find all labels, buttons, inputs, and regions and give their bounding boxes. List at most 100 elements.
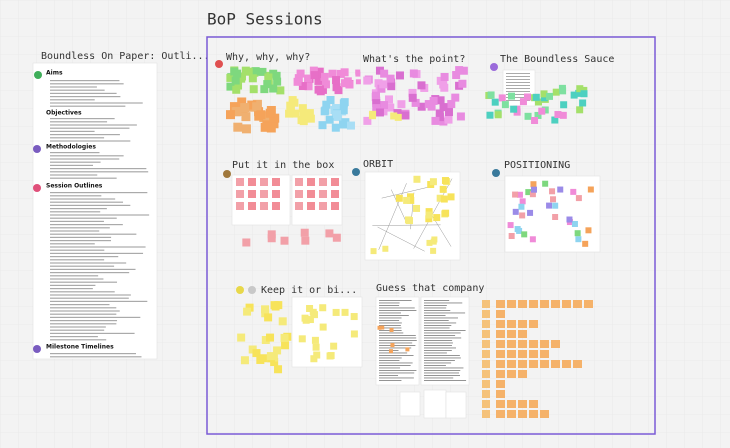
sticky-note bbox=[562, 300, 571, 308]
sticky-note bbox=[411, 98, 420, 107]
text-line bbox=[50, 281, 118, 283]
text-line bbox=[50, 297, 129, 299]
sticky-note bbox=[587, 186, 594, 193]
sticky-note bbox=[519, 98, 527, 106]
sticky-note bbox=[249, 85, 258, 94]
sticky-note bbox=[280, 236, 289, 245]
text-line bbox=[379, 345, 416, 346]
sticky-note bbox=[261, 309, 270, 318]
sticky-note bbox=[570, 188, 577, 195]
text-line bbox=[379, 350, 399, 351]
sticky-note bbox=[295, 190, 303, 198]
sticky-note bbox=[552, 88, 560, 96]
sticky-note bbox=[300, 228, 309, 237]
text-line bbox=[379, 340, 417, 341]
sticky-note bbox=[482, 350, 490, 358]
sticky-note bbox=[237, 333, 246, 342]
sticky-note bbox=[529, 340, 538, 348]
text-line bbox=[379, 377, 414, 379]
text-line bbox=[50, 195, 102, 197]
section-title[interactable]: ORBIT bbox=[363, 159, 393, 170]
sticky-note bbox=[389, 327, 394, 332]
document[interactable] bbox=[32, 62, 158, 360]
sticky-note bbox=[534, 98, 542, 106]
sticky-note bbox=[377, 325, 382, 330]
frame[interactable] bbox=[206, 36, 656, 435]
sticky-note bbox=[274, 365, 283, 374]
text-line bbox=[50, 208, 107, 210]
sticky-note bbox=[482, 330, 490, 338]
sticky-note bbox=[401, 111, 410, 120]
sticky-note bbox=[297, 116, 306, 125]
text-line bbox=[50, 92, 117, 94]
sticky-note bbox=[332, 233, 341, 242]
text-line bbox=[50, 224, 123, 226]
section-title[interactable]: POSITIONING bbox=[504, 160, 570, 171]
text-line bbox=[50, 124, 137, 126]
sticky-note bbox=[256, 110, 266, 120]
section-title[interactable]: Keep it or bi... bbox=[261, 285, 357, 296]
text-line bbox=[379, 342, 413, 344]
sticky-note bbox=[540, 340, 549, 348]
sticky-note bbox=[496, 410, 505, 418]
sticky-note bbox=[232, 85, 241, 94]
sticky-note bbox=[319, 202, 327, 210]
sticky-note bbox=[518, 340, 527, 348]
sticky-note bbox=[320, 72, 329, 81]
section-heading: Session Outlines bbox=[46, 183, 103, 190]
sticky-note bbox=[377, 84, 386, 93]
sticky-note bbox=[518, 330, 527, 338]
sticky-note bbox=[542, 180, 549, 187]
section-title[interactable]: The Boundless Sauce bbox=[500, 54, 614, 65]
board-content bbox=[215, 60, 601, 419]
text-line bbox=[50, 236, 112, 238]
connector bbox=[381, 186, 429, 199]
sticky-note bbox=[507, 92, 515, 100]
text-line bbox=[50, 168, 147, 170]
sticky-note bbox=[380, 101, 389, 110]
sticky-note bbox=[425, 211, 433, 219]
icon bbox=[34, 71, 42, 79]
icon bbox=[492, 169, 500, 177]
sticky-note bbox=[237, 72, 246, 81]
sticky-note bbox=[545, 92, 553, 100]
text-line bbox=[50, 252, 144, 254]
sticky-note bbox=[559, 111, 567, 119]
section-title[interactable]: Put it in the box bbox=[232, 160, 334, 171]
text-line bbox=[424, 337, 462, 339]
section-title[interactable]: What's the point? bbox=[363, 54, 465, 65]
sticky-note bbox=[293, 77, 302, 86]
sticky-note bbox=[233, 122, 243, 132]
sticky-note bbox=[440, 195, 448, 203]
sticky-note bbox=[580, 90, 588, 98]
sticky-note bbox=[442, 209, 450, 217]
section-title[interactable]: Guess that company bbox=[376, 283, 484, 294]
icon bbox=[33, 345, 41, 353]
sticky-note bbox=[369, 110, 377, 118]
text-line bbox=[424, 352, 447, 354]
text-line bbox=[50, 140, 131, 142]
section-title[interactable]: Why, why, why? bbox=[226, 52, 310, 63]
card bbox=[399, 391, 421, 417]
text-line bbox=[379, 355, 414, 356]
text-line bbox=[424, 347, 457, 349]
sticky-note bbox=[269, 119, 279, 129]
sticky-note bbox=[576, 85, 584, 93]
sticky-note bbox=[332, 83, 341, 92]
sticky-note bbox=[529, 320, 538, 328]
text-line bbox=[379, 322, 402, 324]
document-title[interactable]: Boundless On Paper: Outli... bbox=[41, 51, 210, 62]
text-line bbox=[50, 227, 110, 229]
sticky-note bbox=[551, 360, 560, 368]
sticky-note bbox=[388, 349, 393, 354]
sticky-note bbox=[322, 100, 331, 109]
sticky-note bbox=[444, 115, 453, 124]
sticky-note bbox=[278, 317, 287, 326]
sticky-note bbox=[263, 80, 272, 89]
sticky-note bbox=[310, 355, 318, 363]
frame-title[interactable]: BoP Sessions bbox=[207, 10, 323, 29]
sticky-note bbox=[242, 238, 251, 247]
text-line bbox=[424, 320, 449, 321]
sticky-note bbox=[339, 106, 348, 115]
sticky-note bbox=[314, 85, 323, 94]
